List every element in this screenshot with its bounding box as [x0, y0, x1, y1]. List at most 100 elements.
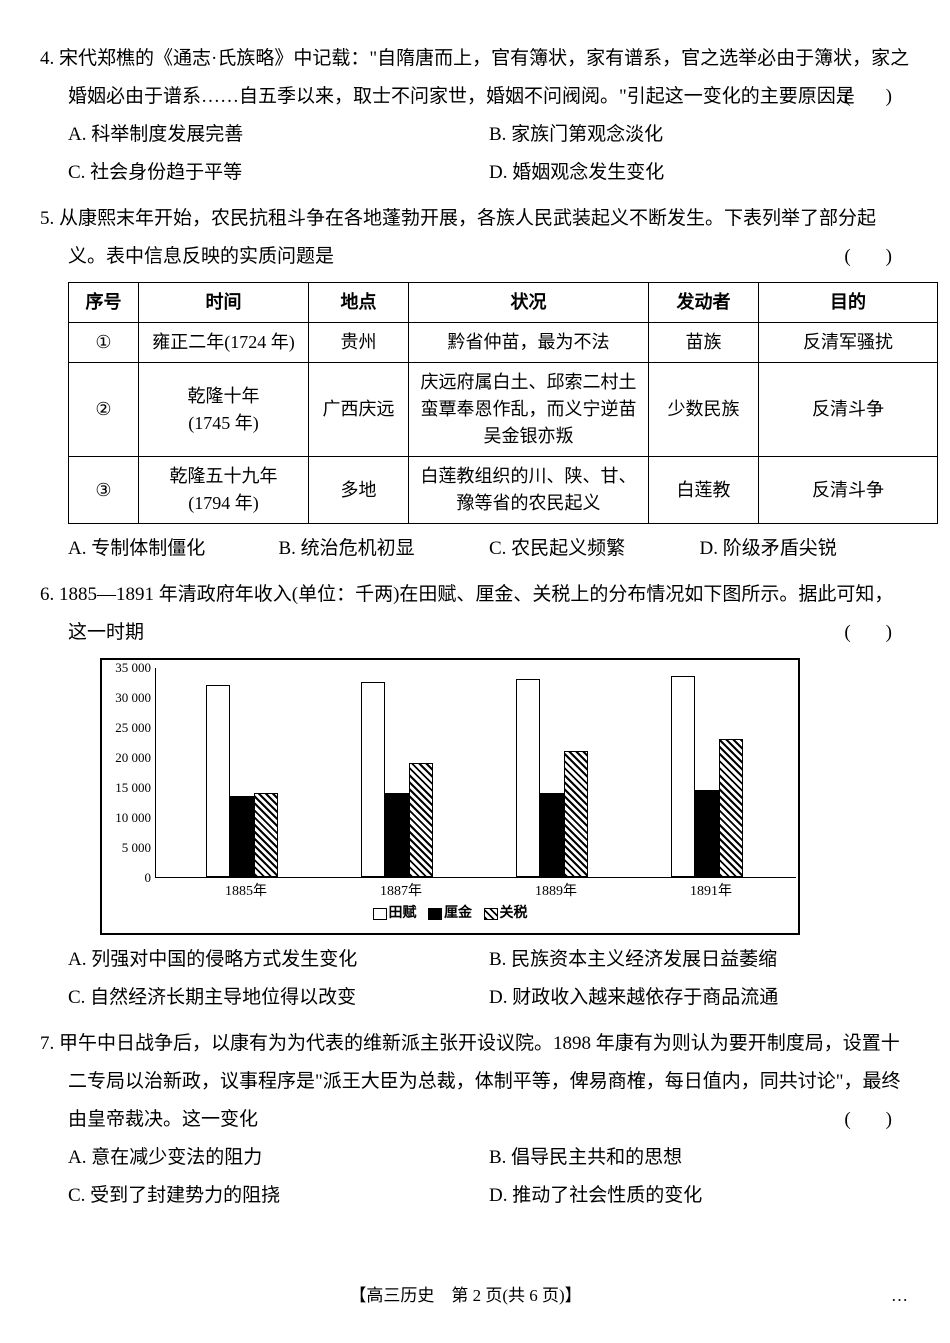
question-5: 5. 从康熙末年开始，农民抗租斗争在各地蓬勃开展，各族人民武装起义不断发生。下表… [40, 200, 910, 568]
table-row: ①雍正二年(1724 年)贵州黔省仲苗，最为不法苗族反清军骚扰 [69, 323, 938, 363]
table-cell: 贵州 [309, 323, 409, 363]
bar-tianfu [206, 685, 230, 877]
y-tick-label: 5 000 [122, 835, 151, 861]
plot-area [156, 668, 796, 878]
q4-option-a: A. 科举制度发展完善 [68, 116, 489, 154]
q4-options: A. 科举制度发展完善 B. 家族门第观念淡化 C. 社会身份趋于平等 D. 婚… [68, 116, 910, 192]
q6-number: 6. [40, 584, 54, 605]
y-tick-label: 0 [145, 865, 152, 891]
table-cell: 反清斗争 [759, 457, 938, 524]
x-tick-label: 1891年 [690, 878, 732, 906]
y-axis: 35 00030 00025 00020 00015 00010 0005 00… [104, 668, 156, 878]
answer-blank: ( ) [872, 78, 900, 116]
table-cell: ② [69, 363, 139, 457]
bar-guanshui [409, 763, 433, 877]
table-cell: 反清斗争 [759, 363, 938, 457]
q6-option-c: C. 自然经济长期主导地位得以改变 [68, 979, 489, 1017]
q7-stem: 甲午中日战争后，以康有为为代表的维新派主张开设议院。1898 年康有为则认为要开… [59, 1033, 901, 1130]
q6-stem: 1885—1891 年清政府年收入(单位：千两)在田赋、厘金、关税上的分布情况如… [59, 584, 893, 643]
q7-stem-wrap: 7. 甲午中日战争后，以康有为为代表的维新派主张开设议院。1898 年康有为则认… [68, 1025, 910, 1139]
th-seq: 序号 [69, 283, 139, 323]
q5-option-c: C. 农民起义频繁 [489, 530, 700, 568]
bar-group [361, 682, 471, 877]
x-tick-label: 1889年 [535, 878, 577, 906]
chart-area: 35 00030 00025 00020 00015 00010 0005 00… [104, 668, 796, 878]
table-cell: 白莲教组织的川、陕、甘、豫等省的农民起义 [409, 457, 649, 524]
question-4: 4. 宋代郑樵的《通志·氏族略》中记载："自隋唐而上，官有簿状，家有谱系，官之选… [40, 40, 910, 192]
q5-table-body: ①雍正二年(1724 年)贵州黔省仲苗，最为不法苗族反清军骚扰②乾隆十年(174… [69, 323, 938, 524]
table-cell: 白莲教 [649, 457, 759, 524]
q5-stem-wrap: 5. 从康熙末年开始，农民抗租斗争在各地蓬勃开展，各族人民武装起义不断发生。下表… [68, 200, 910, 276]
q6-option-d: D. 财政收入越来越依存于商品流通 [489, 979, 910, 1017]
q4-option-d: D. 婚姻观念发生变化 [489, 154, 910, 192]
table-cell: 多地 [309, 457, 409, 524]
legend-swatch-hatch [484, 908, 498, 920]
table-cell: 庆远府属白土、邱索二村土蛮覃奉恩作乱，而义宁逆苗吴金银亦叛 [409, 363, 649, 457]
table-cell: 少数民族 [649, 363, 759, 457]
bar-group [516, 679, 626, 877]
q7-options: A. 意在减少变法的阻力 B. 倡导民主共和的思想 C. 受到了封建势力的阻挠 … [68, 1139, 910, 1215]
x-tick-label: 1885年 [225, 878, 267, 906]
q4-stem-wrap: 4. 宋代郑樵的《通志·氏族略》中记载："自隋唐而上，官有簿状，家有谱系，官之选… [68, 40, 910, 116]
bar-guanshui [564, 751, 588, 877]
q6-options: A. 列强对中国的侵略方式发生变化 B. 民族资本主义经济发展日益萎缩 C. 自… [68, 941, 910, 1017]
table-row: ②乾隆十年(1745 年)广西庆远庆远府属白土、邱索二村土蛮覃奉恩作乱，而义宁逆… [69, 363, 938, 457]
legend-guanshui: 关税 [484, 900, 528, 928]
q7-option-b: B. 倡导民主共和的思想 [489, 1139, 910, 1177]
q5-number: 5. [40, 208, 54, 229]
legend-label-2: 关税 [500, 900, 528, 928]
q7-number: 7. [40, 1033, 54, 1054]
q7-option-a: A. 意在减少变法的阻力 [68, 1139, 489, 1177]
table-cell: 广西庆远 [309, 363, 409, 457]
bar-lijin [540, 793, 564, 877]
answer-blank: ( ) [872, 1101, 900, 1139]
bar-group [671, 676, 781, 877]
q5-stem: 从康熙末年开始，农民抗租斗争在各地蓬勃开展，各族人民武装起义不断发生。下表列举了… [59, 208, 876, 267]
th-time: 时间 [139, 283, 309, 323]
x-tick-label: 1887年 [380, 878, 422, 906]
q4-option-c: C. 社会身份趋于平等 [68, 154, 489, 192]
q5-option-a: A. 专制体制僵化 [68, 530, 279, 568]
th-goal: 目的 [759, 283, 938, 323]
q5-options: A. 专制体制僵化 B. 统治危机初显 C. 农民起义频繁 D. 阶级矛盾尖锐 [68, 530, 910, 568]
bar-guanshui [719, 739, 743, 877]
bar-guanshui [254, 793, 278, 877]
q7-option-d: D. 推动了社会性质的变化 [489, 1177, 910, 1215]
table-cell: 反清军骚扰 [759, 323, 938, 363]
table-header-row: 序号 时间 地点 状况 发动者 目的 [69, 283, 938, 323]
answer-blank: ( ) [872, 238, 900, 276]
legend-lijin: 厘金 [428, 900, 472, 928]
q6-stem-wrap: 6. 1885—1891 年清政府年收入(单位：千两)在田赋、厘金、关税上的分布… [68, 576, 910, 652]
q5-option-b: B. 统治危机初显 [279, 530, 490, 568]
y-tick-label: 25 000 [115, 715, 151, 741]
table-row: ③乾隆五十九年(1794 年)多地白莲教组织的川、陕、甘、豫等省的农民起义白莲教… [69, 457, 938, 524]
y-tick-label: 30 000 [115, 685, 151, 711]
question-6: 6. 1885—1891 年清政府年收入(单位：千两)在田赋、厘金、关税上的分布… [40, 576, 910, 1017]
table-cell: 黔省仲苗，最为不法 [409, 323, 649, 363]
answer-blank: ( ) [872, 614, 900, 652]
table-cell: 雍正二年(1724 年) [139, 323, 309, 363]
table-cell: 乾隆五十九年(1794 年) [139, 457, 309, 524]
table-cell: 苗族 [649, 323, 759, 363]
q5-option-d: D. 阶级矛盾尖锐 [700, 530, 911, 568]
y-tick-label: 10 000 [115, 805, 151, 831]
question-7: 7. 甲午中日战争后，以康有为为代表的维新派主张开设议院。1898 年康有为则认… [40, 1025, 910, 1215]
q6-option-a: A. 列强对中国的侵略方式发生变化 [68, 941, 489, 979]
th-place: 地点 [309, 283, 409, 323]
th-actor: 发动者 [649, 283, 759, 323]
bar-lijin [695, 790, 719, 877]
table-cell: ③ [69, 457, 139, 524]
th-status: 状况 [409, 283, 649, 323]
footer-text: 【高三历史 第 2 页(共 6 页)】 [349, 1286, 581, 1305]
bar-lijin [230, 796, 254, 877]
legend-swatch-open [373, 908, 387, 920]
q4-option-b: B. 家族门第观念淡化 [489, 116, 910, 154]
y-tick-label: 35 000 [115, 655, 151, 681]
footer-dash: … [891, 1279, 910, 1313]
q6-chart: 35 00030 00025 00020 00015 00010 0005 00… [100, 658, 800, 935]
y-tick-label: 20 000 [115, 745, 151, 771]
q6-option-b: B. 民族资本主义经济发展日益萎缩 [489, 941, 910, 979]
q7-option-c: C. 受到了封建势力的阻挠 [68, 1177, 489, 1215]
page-footer: 【高三历史 第 2 页(共 6 页)】 … [40, 1279, 910, 1313]
table-cell: 乾隆十年(1745 年) [139, 363, 309, 457]
